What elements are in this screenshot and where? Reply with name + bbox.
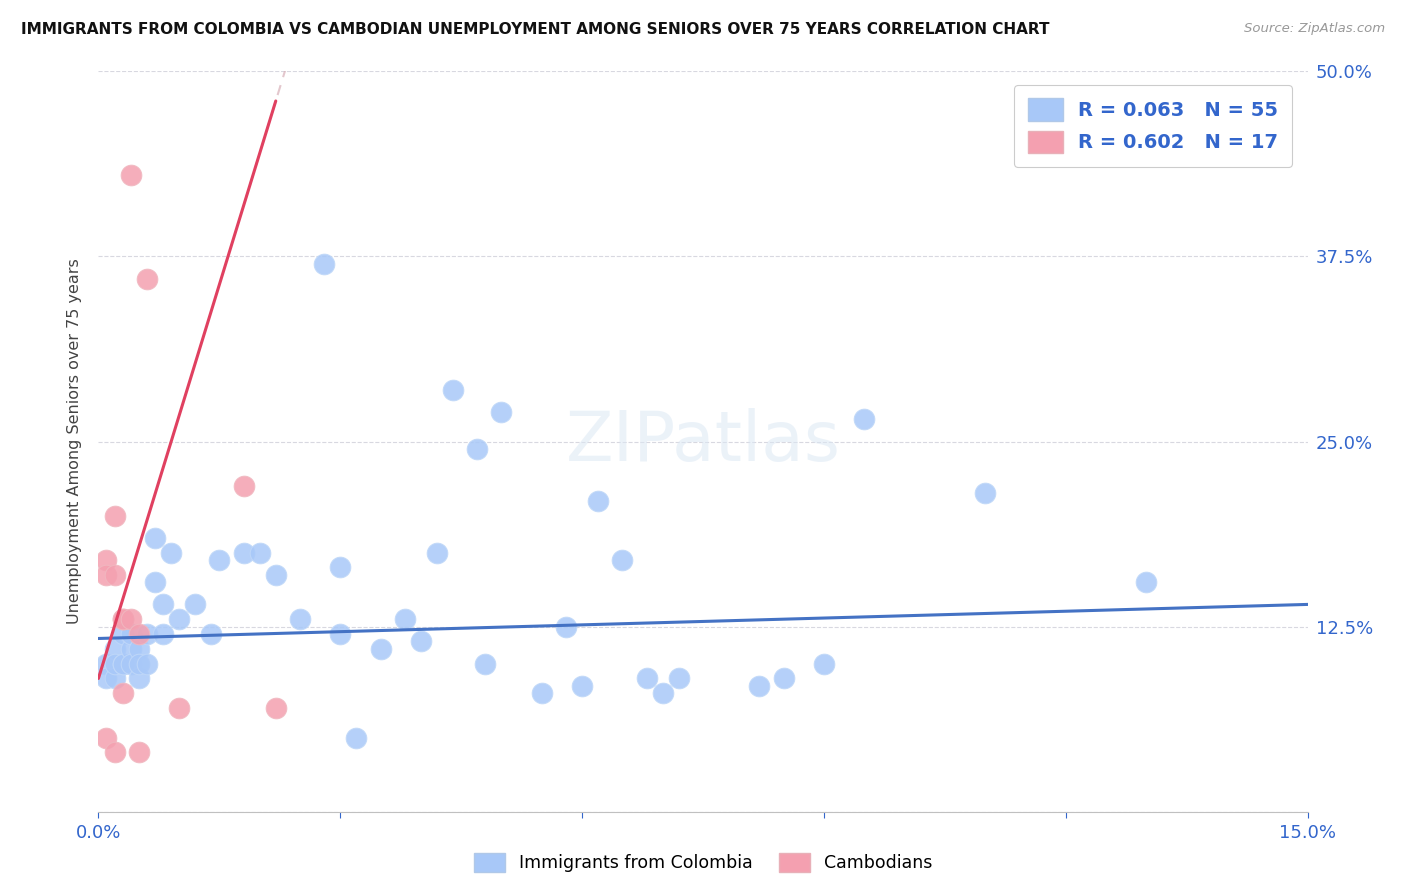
Point <box>120 657 142 671</box>
Text: Source: ZipAtlas.com: Source: ZipAtlas.com <box>1244 22 1385 36</box>
Point <box>571 679 593 693</box>
Text: IMMIGRANTS FROM COLOMBIA VS CAMBODIAN UNEMPLOYMENT AMONG SENIORS OVER 75 YEARS C: IMMIGRANTS FROM COLOMBIA VS CAMBODIAN UN… <box>21 22 1050 37</box>
Point <box>128 641 150 656</box>
Point <box>974 486 997 500</box>
Point <box>1135 575 1157 590</box>
Point <box>167 612 190 626</box>
Point <box>160 546 183 560</box>
Point <box>200 627 222 641</box>
Point <box>491 405 513 419</box>
Point <box>474 657 496 671</box>
Point <box>370 641 392 656</box>
Point <box>103 508 125 523</box>
Point <box>96 553 118 567</box>
Point <box>96 672 118 686</box>
Point <box>103 641 125 656</box>
Point <box>120 612 142 626</box>
Point <box>111 612 134 626</box>
Point <box>184 598 207 612</box>
Point <box>853 412 876 426</box>
Point <box>394 612 416 626</box>
Point <box>426 546 449 560</box>
Point <box>96 731 118 745</box>
Point <box>120 641 142 656</box>
Point <box>143 531 166 545</box>
Point <box>111 657 134 671</box>
Point <box>143 575 166 590</box>
Y-axis label: Unemployment Among Seniors over 75 years: Unemployment Among Seniors over 75 years <box>67 259 83 624</box>
Point <box>409 634 432 648</box>
Point <box>314 257 336 271</box>
Point <box>120 627 142 641</box>
Point <box>329 560 352 574</box>
Point <box>96 657 118 671</box>
Point <box>128 657 150 671</box>
Point <box>249 546 271 560</box>
Point <box>288 612 311 626</box>
Point <box>208 553 231 567</box>
Point <box>264 567 287 582</box>
Point <box>329 627 352 641</box>
Point <box>232 546 254 560</box>
Point <box>103 567 125 582</box>
Point <box>128 746 150 760</box>
Point <box>135 657 157 671</box>
Point <box>748 679 770 693</box>
Point <box>120 168 142 182</box>
Legend: Immigrants from Colombia, Cambodians: Immigrants from Colombia, Cambodians <box>467 846 939 879</box>
Point <box>465 442 488 456</box>
Point <box>441 383 464 397</box>
Point <box>264 701 287 715</box>
Point <box>96 567 118 582</box>
Point <box>128 672 150 686</box>
Point <box>651 686 673 700</box>
Point <box>813 657 835 671</box>
Point <box>103 672 125 686</box>
Point <box>167 701 190 715</box>
Legend: R = 0.063   N = 55, R = 0.602   N = 17: R = 0.063 N = 55, R = 0.602 N = 17 <box>1014 85 1292 167</box>
Point <box>152 598 174 612</box>
Point <box>111 686 134 700</box>
Point <box>586 493 609 508</box>
Point <box>636 672 658 686</box>
Point <box>668 672 690 686</box>
Point <box>612 553 634 567</box>
Point <box>152 627 174 641</box>
Point <box>232 479 254 493</box>
Point <box>135 271 157 285</box>
Point <box>128 627 150 641</box>
Point <box>344 731 367 745</box>
Point <box>555 619 578 633</box>
Point <box>772 672 794 686</box>
Point <box>103 657 125 671</box>
Point <box>111 627 134 641</box>
Point <box>111 612 134 626</box>
Text: ZIPatlas: ZIPatlas <box>565 408 841 475</box>
Point <box>103 746 125 760</box>
Point <box>530 686 553 700</box>
Point <box>135 627 157 641</box>
Point <box>111 657 134 671</box>
